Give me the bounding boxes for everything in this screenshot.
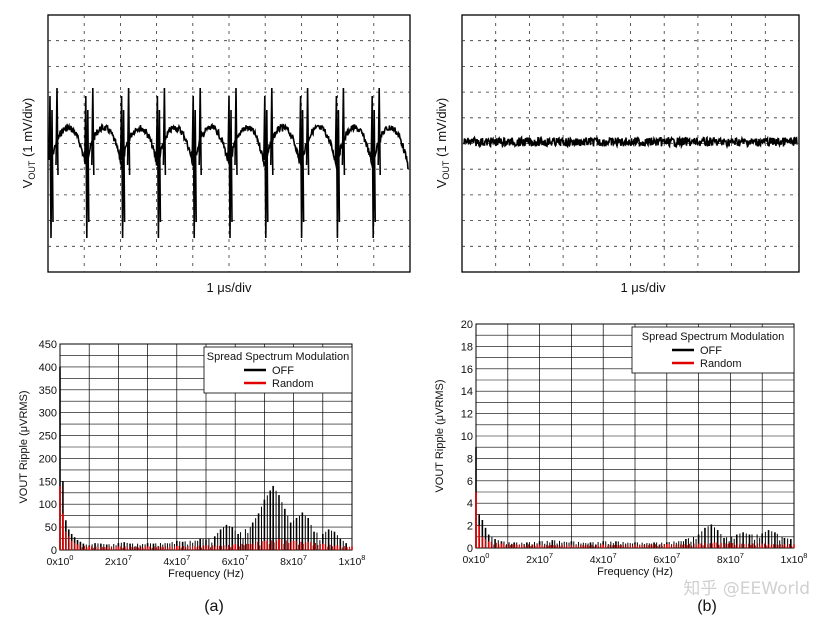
- spectrum-ytick-label: 200: [39, 453, 57, 465]
- spectrum-xtick-exp: 7: [676, 551, 680, 560]
- spectrum-xtick-exp: 7: [740, 551, 744, 560]
- scope-ylabel-right-main: V: [434, 179, 449, 188]
- watermark-text: 知乎 @EEWorld: [683, 579, 810, 599]
- spectrum-xtick-label: 4x107: [590, 551, 617, 566]
- legend-label-off: OFF: [700, 345, 722, 357]
- spectrum-xtick-exp: 8: [361, 553, 365, 562]
- spectrum-xtick-base: 1x10: [339, 556, 362, 568]
- spectrum-ytick-label: 12: [461, 409, 473, 421]
- caption-b: (b): [697, 598, 717, 615]
- spectrum-xtick-base: 0x10: [47, 556, 70, 568]
- spectrum-xtick-base: 4x10: [163, 556, 186, 568]
- spectrum-ytick-label: 16: [461, 364, 473, 376]
- spectrum-ytick-label: 150: [39, 476, 57, 488]
- legend-title: Spread Spectrum Modulation: [207, 351, 349, 363]
- legend-label-random: Random: [700, 358, 742, 370]
- spectrum-xtick-label: 2x107: [526, 551, 553, 566]
- spectrum-xtick-label: 1x108: [781, 551, 808, 566]
- spectrum-xtick-label: 6x107: [653, 551, 680, 566]
- spectrum-ytick-label: 0: [467, 543, 473, 555]
- spectrum-xtick-label: 0x100: [463, 551, 490, 566]
- spectrum-xtick-exp: 7: [128, 553, 132, 562]
- spectrum-xtick-label: 4x107: [163, 553, 190, 568]
- legend-label-random: Random: [272, 378, 314, 390]
- spectrum-xtick-exp: 7: [549, 551, 553, 560]
- spectrum-series-random: [59, 485, 353, 550]
- legend-label-off: OFF: [272, 365, 294, 377]
- spectrum-xtick-exp: 0: [69, 553, 73, 562]
- spectrum-ytick-label: 250: [39, 431, 57, 443]
- scope-ylabel-right-rest: (1 mV/div): [434, 98, 449, 161]
- scope-ylabel-right: VOUT (1 mV/div): [434, 98, 451, 189]
- spectrum-xtick-base: 6x10: [222, 556, 245, 568]
- spectrum-ylabel: VOUT Ripple (μVRMS): [434, 379, 446, 492]
- spectrum-ytick-label: 14: [461, 386, 473, 398]
- spectrum-ytick-label: 6: [467, 476, 473, 488]
- spectrum-ytick-label: 350: [39, 385, 57, 397]
- spectrum-ytick-label: 400: [39, 362, 57, 374]
- spectrum-ytick-label: 100: [39, 499, 57, 511]
- spectrum-ytick-label: 18: [461, 341, 473, 353]
- spectrum-xtick-exp: 0: [485, 551, 489, 560]
- spectrum-xtick-base: 1x10: [781, 554, 804, 566]
- spectrum-xtick-base: 8x10: [280, 556, 303, 568]
- spectrum-ytick-label: 50: [45, 522, 57, 534]
- spectrum-xtick-exp: 7: [245, 553, 249, 562]
- spectrum-ytick-label: 10: [461, 431, 473, 443]
- spectrum-ytick-label: 4: [467, 498, 473, 510]
- scope-ylabel-right-sub: OUT: [441, 160, 451, 180]
- scope-ylabel-left-rest: (1 mV/div): [20, 98, 35, 161]
- spectrum-xtick-base: 0x10: [463, 554, 486, 566]
- spectrum-xtick-base: 8x10: [717, 554, 740, 566]
- spectrum-xtick-base: 6x10: [653, 554, 676, 566]
- spectrum-ytick-label: 300: [39, 408, 57, 420]
- spectrum-xtick-label: 8x107: [280, 553, 307, 568]
- caption-a: (a): [204, 598, 224, 615]
- scope-waveform-right: [463, 135, 798, 150]
- spectrum-xtick-exp: 8: [803, 551, 807, 560]
- legend-box: [631, 326, 795, 374]
- spectrum-xtick-label: 8x107: [717, 551, 744, 566]
- spectrum-xtick-base: 2x10: [526, 554, 549, 566]
- scope-ylabel-left-sub: OUT: [27, 160, 37, 180]
- spectrum-xlabel: Frequency (Hz): [168, 568, 244, 580]
- spectrum-ytick-label: 0: [51, 545, 57, 557]
- scope-waveform-left: [48, 87, 409, 239]
- spectrum-xtick-label: 1x108: [339, 553, 366, 568]
- spectrum-series-random: [475, 492, 795, 548]
- spectrum-ytick-label: 2: [467, 521, 473, 533]
- scope-panel-left: VOUT (1 mV/div) 1 μs/div: [20, 14, 411, 295]
- spectrum-xtick-label: 2x107: [105, 553, 132, 568]
- spectrum-ytick-label: 450: [39, 339, 57, 351]
- scope-xlabel-left: 1 μs/div: [206, 280, 252, 295]
- scope-ylabel-left-main: V: [20, 179, 35, 188]
- spectrum-ytick-label: 8: [467, 453, 473, 465]
- spectrum-ylabel: VOUT Ripple (μVRMS): [18, 390, 30, 503]
- spectrum-xtick-exp: 7: [186, 553, 190, 562]
- spectrum-xtick-base: 4x10: [590, 554, 613, 566]
- spectrum-xtick-exp: 7: [303, 553, 307, 562]
- spectrum-ytick-label: 20: [461, 319, 473, 331]
- legend-box: [203, 346, 353, 394]
- scope-panel-right: VOUT (1 mV/div) 1 μs/div: [434, 14, 800, 295]
- scope-ylabel-left: VOUT (1 mV/div): [20, 98, 37, 189]
- spectrum-xtick-base: 2x10: [105, 556, 128, 568]
- spectrum-xtick-label: 0x100: [47, 553, 74, 568]
- legend-title: Spread Spectrum Modulation: [642, 331, 784, 343]
- spectrum-xlabel: Frequency (Hz): [597, 566, 673, 578]
- spectrum-xtick-label: 6x107: [222, 553, 249, 568]
- spectrum-xtick-exp: 7: [613, 551, 617, 560]
- scope-xlabel-right: 1 μs/div: [620, 280, 666, 295]
